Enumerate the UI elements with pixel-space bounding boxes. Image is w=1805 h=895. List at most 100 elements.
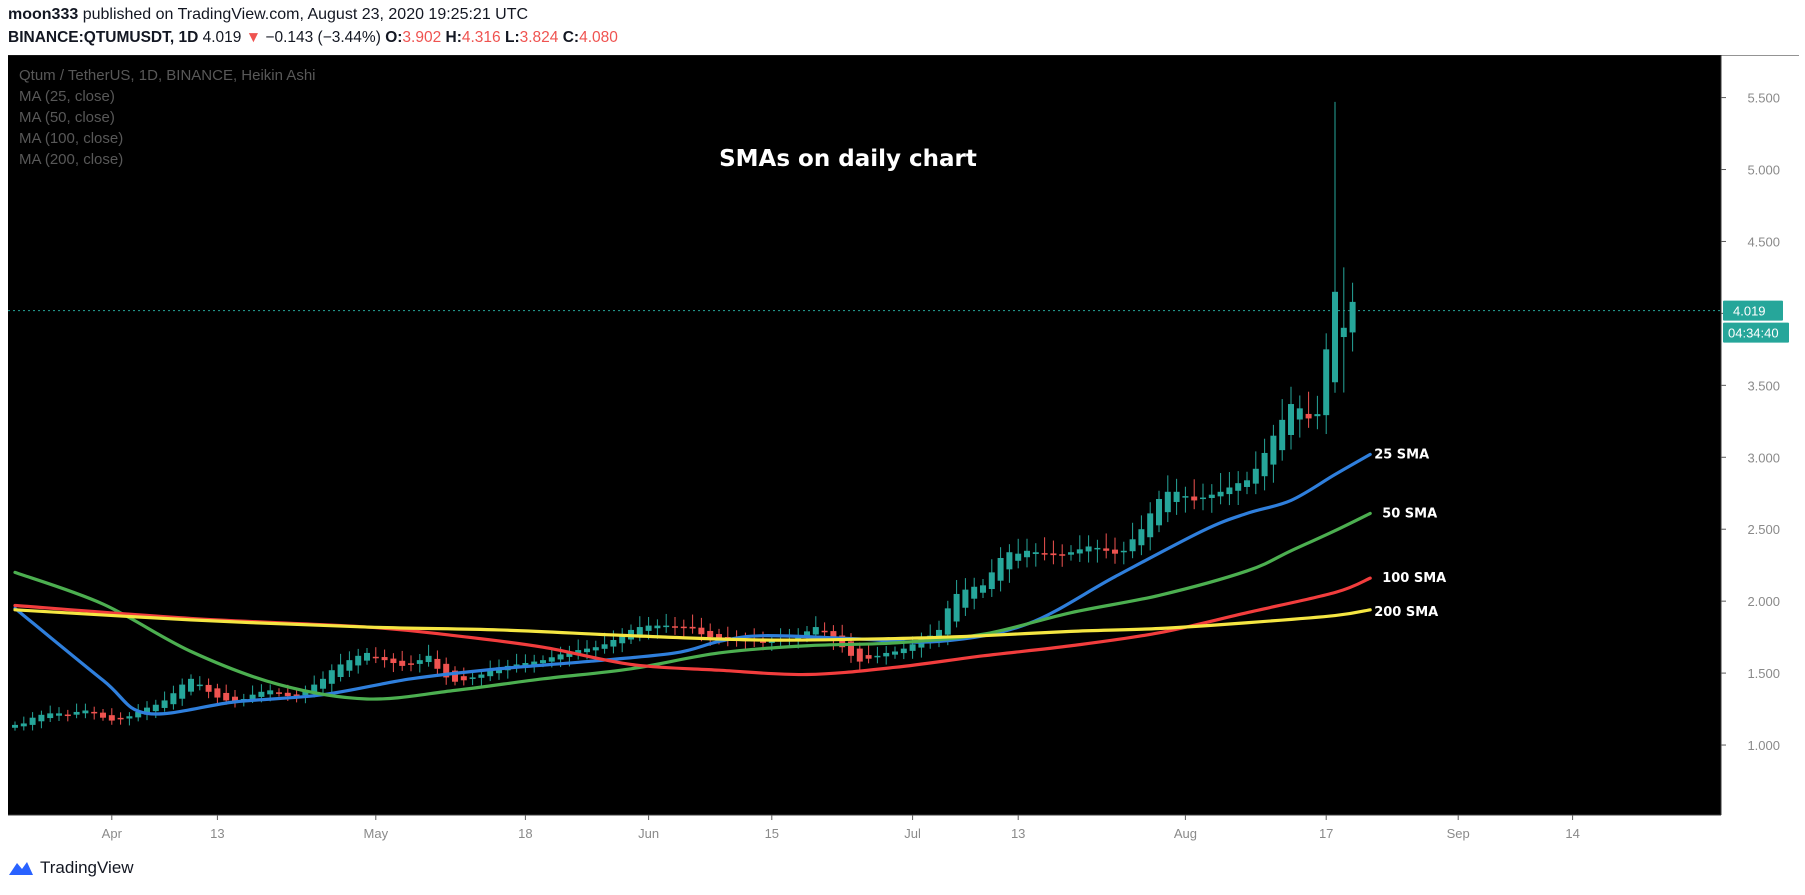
candle-body [1305,413,1312,419]
countdown-text: 04:34:40 [1728,326,1779,341]
candle-body [91,711,98,714]
high-label: H: [445,29,462,46]
candle-body [1244,480,1250,487]
legend-ma50[interactable]: MA (50, close) [19,109,115,126]
candle-body [1270,435,1277,465]
candle-body [944,608,951,635]
candle-body [980,585,986,593]
chart-title: SMAs on daily chart [719,146,977,172]
price-tick-label: 3.500 [1747,378,1780,393]
candle-body [1147,513,1154,538]
candle-body [1340,327,1347,338]
candle-body [839,635,846,648]
candle-body [672,626,678,628]
candle-body [320,678,326,689]
sma-100-label: 100 SMA [1382,571,1446,586]
candle-body [1015,553,1022,561]
candle-body [196,684,203,687]
candle-body [654,625,661,629]
time-tick-label: 13 [1011,826,1025,841]
candle-body [399,660,406,666]
time-tick-label: Sep [1447,826,1470,841]
candle-body [416,660,423,664]
time-tick-label: 18 [518,826,532,841]
close-value: 4.080 [579,29,618,46]
candle-body [355,655,362,666]
candle-body [1059,554,1066,556]
price-tick-label: 1.500 [1747,666,1780,681]
candle-body [716,634,722,640]
price-tick-label: 2.000 [1747,594,1780,609]
legend-ma200[interactable]: MA (200, close) [19,151,124,168]
time-tick-label: 17 [1319,826,1333,841]
legend-ma25[interactable]: MA (25, close) [19,88,115,105]
candle-body [381,657,388,661]
candle-body [601,644,608,649]
time-tick-label: 13 [210,826,224,841]
candle-body [258,691,265,697]
tradingview-footer[interactable]: TradingView [8,858,134,878]
sma-50-line [13,511,1372,701]
candle-body [126,716,133,719]
legend-title[interactable]: Qtum / TetherUS, 1D, BINANCE, Heikin Ash… [19,67,316,84]
candle-body [29,717,36,725]
time-tick-label: 15 [765,826,779,841]
candle-body [680,626,687,629]
candle-body [443,663,450,678]
candle-body [1112,549,1118,554]
candle-body [575,650,582,655]
candle-body [487,670,494,677]
candle-body [636,627,643,635]
candle-body [1191,496,1198,501]
candle-body [936,629,942,640]
candle-body [276,692,282,694]
last-price-label: 4.019 04:34:40 [1723,300,1789,343]
candle-body [372,656,379,659]
candle-body [856,648,863,662]
candle-body [830,631,837,640]
candle-body [584,648,590,653]
candle-body [1288,404,1294,436]
candle-body [408,663,414,665]
candle-body [170,693,177,705]
candle-body [892,651,898,655]
legend-ma100[interactable]: MA (100, close) [19,130,124,147]
candle-body [1103,548,1110,551]
candle-body [144,707,150,715]
candle-body [540,660,546,664]
candle-body [804,631,810,638]
candle-body [1261,452,1268,477]
candle-body [689,626,696,629]
price-chart[interactable]: 1.0001.5002.0002.5003.0003.5004.0004.500… [0,55,1805,848]
candle-body [997,557,1004,581]
candle-body [152,704,159,712]
candle-body [1006,552,1013,570]
candle-body [1235,483,1242,491]
candle-body [425,655,432,663]
time-tick-label: 14 [1565,826,1579,841]
candle-body [1332,291,1338,383]
candle-body [962,589,969,608]
candle-body [610,640,617,647]
price-axis[interactable]: 1.0001.5002.0002.5003.0003.5004.0004.500… [1721,91,1780,753]
candle-body [1182,496,1189,498]
candle-body [1252,468,1259,484]
close-label: C: [562,29,580,46]
candle-body [557,654,564,660]
open-value: 3.902 [402,29,442,46]
candle-body [1296,408,1303,420]
price-tick-label: 5.500 [1747,91,1780,106]
candle-body [1156,499,1162,526]
down-arrow-icon: ▼ [245,29,262,46]
price-change: −0.143 (−3.44%) [265,29,381,46]
candle-body [971,586,978,599]
candle-body [12,724,18,728]
author-name[interactable]: moon333 [8,6,79,23]
candle-body [302,690,309,696]
sma-lines [13,452,1372,716]
symbol-label: BINANCE:QTUMUSDT, 1D [8,29,199,46]
candle-body [1094,547,1101,550]
candle-body [452,670,458,682]
time-axis[interactable]: Apr 13 May 18 Jun 15 Jul 13 Aug 17 Sep 14 [102,815,1580,841]
candle-body [117,717,124,720]
